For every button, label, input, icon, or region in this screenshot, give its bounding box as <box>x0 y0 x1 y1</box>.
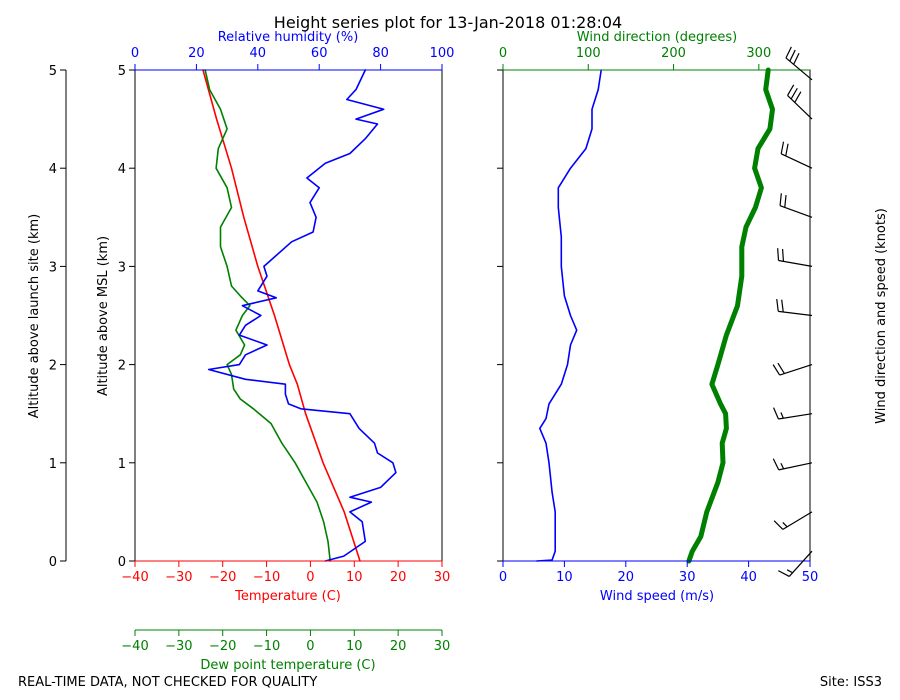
temperature-tick-label: 30 <box>434 570 451 585</box>
wind-speed-tick-label: 30 <box>679 570 696 585</box>
dewpoint-tick-label: 10 <box>346 639 363 654</box>
dewpoint-axis-label: Dew point temperature (C) <box>200 658 375 673</box>
temperature-tick-label: 0 <box>306 570 314 585</box>
wind-direction-tick-label: 200 <box>661 46 686 61</box>
dewpoint-tick-label: 20 <box>390 639 407 654</box>
temperature-line <box>202 69 361 562</box>
wind-barb <box>787 84 813 120</box>
wind-speed-axis-label: Wind speed (m/s) <box>600 589 714 604</box>
dewpoint-tick-label: 0 <box>306 639 314 654</box>
humidity-tick-label: 60 <box>311 46 328 61</box>
launch-altitude-axis: 0 1 2 3 4 5 Altitude above launch site (km) <box>27 64 67 570</box>
msl-altitude-tick-label: 4 <box>118 162 126 177</box>
dewpoint-tick-label: −20 <box>209 639 236 654</box>
temperature-tick-label: −20 <box>209 570 236 585</box>
humidity-axis-label: Relative humidity (%) <box>218 30 359 45</box>
launch-altitude-tick-label: 4 <box>49 162 57 177</box>
wind-barb <box>773 511 813 530</box>
launch-altitude-tick-label: 1 <box>49 457 57 472</box>
msl-altitude-tick-label: 5 <box>118 64 126 79</box>
wind-plot-frame <box>502 69 811 562</box>
temperature-tick-label: 20 <box>390 570 407 585</box>
wind-barb <box>772 362 813 376</box>
dewpoint-tick-label: −30 <box>165 639 192 654</box>
dewpoint-tick-label: 30 <box>434 639 451 654</box>
temperature-tick-label: 10 <box>346 570 363 585</box>
wind-direction-tick-label: 0 <box>499 46 507 61</box>
dewpoint-tick-label: −40 <box>121 639 148 654</box>
wind-speed-tick-label: 40 <box>740 570 757 585</box>
wind-barb <box>778 550 813 577</box>
humidity-tick-label: 100 <box>430 46 455 61</box>
wind-speed-tick-label: 10 <box>556 570 573 585</box>
launch-altitude-tick-label: 5 <box>49 64 57 79</box>
wind-speed-tick-label: 20 <box>618 570 635 585</box>
humidity-tick-label: 80 <box>372 46 389 61</box>
msl-altitude-tick-label: 1 <box>118 457 126 472</box>
thermo-plot-frame <box>134 69 443 562</box>
wind-barb <box>785 46 813 81</box>
dewpoint-line <box>204 69 332 562</box>
wind-barb-column: Wind direction and speed (knots) <box>772 46 889 577</box>
launch-altitude-label: Altitude above launch site (km) <box>27 214 42 418</box>
wind-direction-line <box>686 67 775 564</box>
chart-title: Height series plot for 13-Jan-2018 01:28… <box>274 13 622 32</box>
thermo-panel: 0 1 2 3 4 5 Altitude above MSL (km) −40 −30 −20… <box>96 30 454 673</box>
msl-altitude-tick-label: 3 <box>118 260 126 275</box>
msl-altitude-tick-label: 0 <box>118 555 126 570</box>
launch-altitude-tick-label: 0 <box>49 555 57 570</box>
site-label: Site: ISS3 <box>820 675 882 690</box>
launch-altitude-tick-label: 2 <box>49 359 57 374</box>
msl-altitude-label: Altitude above MSL (km) <box>96 236 111 396</box>
dewpoint-tick-label: −10 <box>253 639 280 654</box>
msl-altitude-tick-label: 2 <box>118 359 126 374</box>
wind-speed-tick-label: 0 <box>499 570 507 585</box>
temperature-tick-label: −30 <box>165 570 192 585</box>
wind-direction-axis-label: Wind direction (degrees) <box>577 30 737 45</box>
wind-panel: 0 10 20 30 40 50 Wind speed (m/s) 0 100 200 300 … <box>497 30 818 604</box>
launch-altitude-tick-label: 3 <box>49 260 57 275</box>
humidity-tick-label: 40 <box>250 46 267 61</box>
wind-barb <box>779 193 813 218</box>
humidity-line <box>207 69 397 562</box>
wind-barb <box>772 458 813 471</box>
wind-speed-tick-label: 50 <box>802 570 819 585</box>
wind-barb <box>776 299 813 317</box>
wind-direction-tick-label: 100 <box>576 46 601 61</box>
quality-note: REAL-TIME DATA, NOT CHECKED FOR QUALITY <box>18 675 317 690</box>
wind-barb <box>777 248 813 267</box>
humidity-tick-label: 0 <box>131 46 139 61</box>
humidity-tick-label: 20 <box>188 46 205 61</box>
wind-barb <box>780 141 813 169</box>
wind-barb <box>773 407 813 420</box>
temperature-axis-label: Temperature (C) <box>234 589 341 604</box>
barb-axis-label: Wind direction and speed (knots) <box>874 208 889 424</box>
wind-speed-line <box>535 69 603 562</box>
temperature-tick-label: −10 <box>253 570 280 585</box>
temperature-tick-label: −40 <box>121 570 148 585</box>
wind-direction-tick-label: 300 <box>746 46 771 61</box>
